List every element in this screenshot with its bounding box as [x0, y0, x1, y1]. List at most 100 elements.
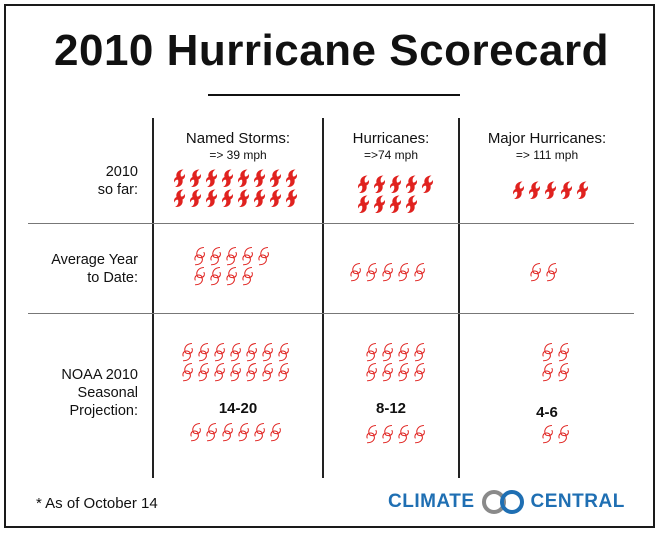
hurricane-icon	[238, 169, 249, 188]
grid-divider	[28, 223, 634, 224]
column-header-label: Hurricanes:	[352, 130, 430, 147]
projection-extra-named-storms	[188, 422, 288, 442]
hurricane-icon	[398, 343, 409, 362]
hurricane-icon	[210, 267, 221, 286]
hurricane-icon	[262, 343, 273, 362]
column-header-threshold: =>74 mph	[363, 148, 419, 162]
hurricane-icon	[242, 247, 253, 266]
range-named-storms: 14-20	[218, 400, 258, 417]
hurricane-icon	[382, 363, 393, 382]
hurricane-icon	[414, 363, 425, 382]
hurricane-icon	[214, 363, 225, 382]
hurricane-icon	[206, 169, 217, 188]
hurricane-icon	[246, 363, 257, 382]
grid-divider	[28, 313, 634, 314]
scorecard-frame: 2010 Hurricane Scorecard Named Storms: =…	[4, 4, 655, 528]
hurricane-icon	[190, 189, 201, 208]
page-title: 2010 Hurricane Scorecard	[54, 26, 609, 75]
range-hurricanes: 8-12	[375, 400, 407, 417]
hurricane-icon	[258, 247, 269, 266]
hurricane-icon	[558, 363, 569, 382]
hurricane-icon	[577, 181, 588, 200]
hurricane-icon	[222, 189, 233, 208]
logo-text-right: CENTRAL	[530, 491, 625, 512]
hurricane-icon	[226, 267, 237, 286]
hurricane-icon	[286, 169, 297, 188]
row-label-line: 2010	[105, 164, 138, 180]
hurricane-icon	[214, 343, 225, 362]
column-header-threshold: => 39 mph	[209, 148, 267, 162]
hurricane-icon	[194, 247, 205, 266]
hurricane-icon	[398, 363, 409, 382]
hurricane-icon	[366, 263, 377, 282]
hurricane-icon	[382, 343, 393, 362]
row-label-line: to Date:	[87, 270, 138, 286]
average-major-hurricanes	[528, 262, 568, 282]
hurricane-icon	[206, 189, 217, 208]
hurricane-icon	[390, 175, 401, 194]
hurricane-icon	[390, 195, 401, 214]
hurricane-icon	[406, 195, 417, 214]
projection-low-hurricanes	[364, 342, 432, 382]
hurricane-icon	[242, 267, 253, 286]
hurricane-icon	[190, 423, 201, 442]
average-named-storms	[192, 246, 276, 286]
row-label-average: Average Year to Date:	[16, 251, 138, 287]
hurricane-icon	[174, 189, 185, 208]
row-label-projection: NOAA 2010 Seasonal Projection:	[16, 366, 138, 420]
hurricane-icon	[513, 181, 524, 200]
hurricane-icon	[270, 189, 281, 208]
hurricane-icon	[414, 425, 425, 444]
hurricane-icon	[222, 169, 233, 188]
hurricane-icon	[382, 425, 393, 444]
hurricane-icon	[286, 189, 297, 208]
column-header-label: Named Storms:	[185, 130, 291, 147]
hurricane-icon	[270, 423, 281, 442]
hurricane-icon	[262, 363, 273, 382]
hurricane-icon	[529, 181, 540, 200]
hurricane-icon	[358, 195, 369, 214]
hurricane-icon	[561, 181, 572, 200]
hurricane-icon	[398, 263, 409, 282]
hurricane-icon	[382, 263, 393, 282]
hurricane-icon	[545, 181, 556, 200]
hurricane-icon	[278, 363, 289, 382]
row-label-line: Average Year	[51, 252, 138, 268]
logo-rings-icon	[481, 490, 524, 514]
column-header-threshold: => 111 mph	[515, 148, 579, 162]
hurricane-icon	[542, 343, 553, 362]
so-far-hurricanes	[356, 174, 436, 214]
hurricane-icon	[198, 363, 209, 382]
hurricane-icon	[374, 175, 385, 194]
grid-divider	[322, 118, 324, 478]
hurricane-icon	[206, 423, 217, 442]
hurricane-icon	[254, 423, 265, 442]
row-label-line: Projection:	[69, 403, 138, 419]
hurricane-icon	[414, 263, 425, 282]
projection-low-named-storms	[180, 342, 300, 382]
projection-extra-hurricanes	[364, 424, 432, 444]
hurricane-icon	[222, 423, 233, 442]
hurricane-icon	[278, 343, 289, 362]
hurricane-icon	[530, 263, 541, 282]
projection-extra-major-hurricanes	[540, 424, 574, 444]
hurricane-icon	[358, 175, 369, 194]
hurricane-icon	[542, 425, 553, 444]
hurricane-icon	[414, 343, 425, 362]
hurricane-icon	[558, 343, 569, 362]
column-header-major-hurricanes: Major Hurricanes: => 111 mph	[460, 130, 634, 162]
row-label-2010-so-far: 2010 so far:	[16, 163, 138, 199]
hurricane-icon	[374, 195, 385, 214]
climate-central-logo: CLIMATE CENTRAL	[388, 489, 625, 515]
hurricane-icon	[366, 343, 377, 362]
hurricane-icon	[230, 343, 241, 362]
hurricane-icon	[238, 189, 249, 208]
hurricane-icon	[190, 169, 201, 188]
hurricane-icon	[398, 425, 409, 444]
row-label-line: so far:	[97, 182, 138, 198]
hurricane-icon	[366, 363, 377, 382]
projection-low-major-hurricanes	[540, 342, 574, 382]
so-far-major-hurricanes	[511, 180, 595, 200]
logo-text-left: CLIMATE	[388, 491, 475, 512]
hurricane-icon	[182, 363, 193, 382]
